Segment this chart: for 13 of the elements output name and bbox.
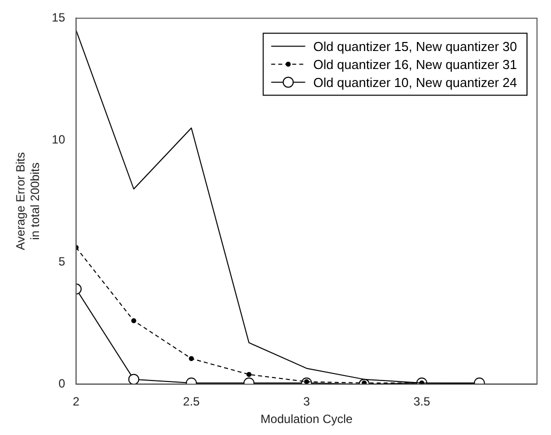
y-tick-label: 5 — [58, 254, 66, 269]
legend-label: Old quantizer 10, New quantizer 24 — [313, 74, 518, 90]
x-tick-label: 2.5 — [183, 394, 200, 409]
y-tick-label: 0 — [58, 376, 66, 391]
x-tick-label: 2 — [72, 394, 80, 409]
x-axis-title: Modulation Cycle — [260, 412, 353, 426]
y-tick-label: 15 — [52, 10, 66, 25]
y-axis-title: Average Error Bits in total 200bits — [14, 152, 42, 250]
legend-label: Old quantizer 15, New quantizer 30 — [313, 38, 518, 54]
x-tick-label: 3 — [303, 394, 310, 409]
y-tick-label: 10 — [52, 132, 66, 147]
x-tick-label: 3.5 — [413, 394, 430, 409]
legend-label: Old quantizer 16, New quantizer 31 — [313, 56, 518, 72]
